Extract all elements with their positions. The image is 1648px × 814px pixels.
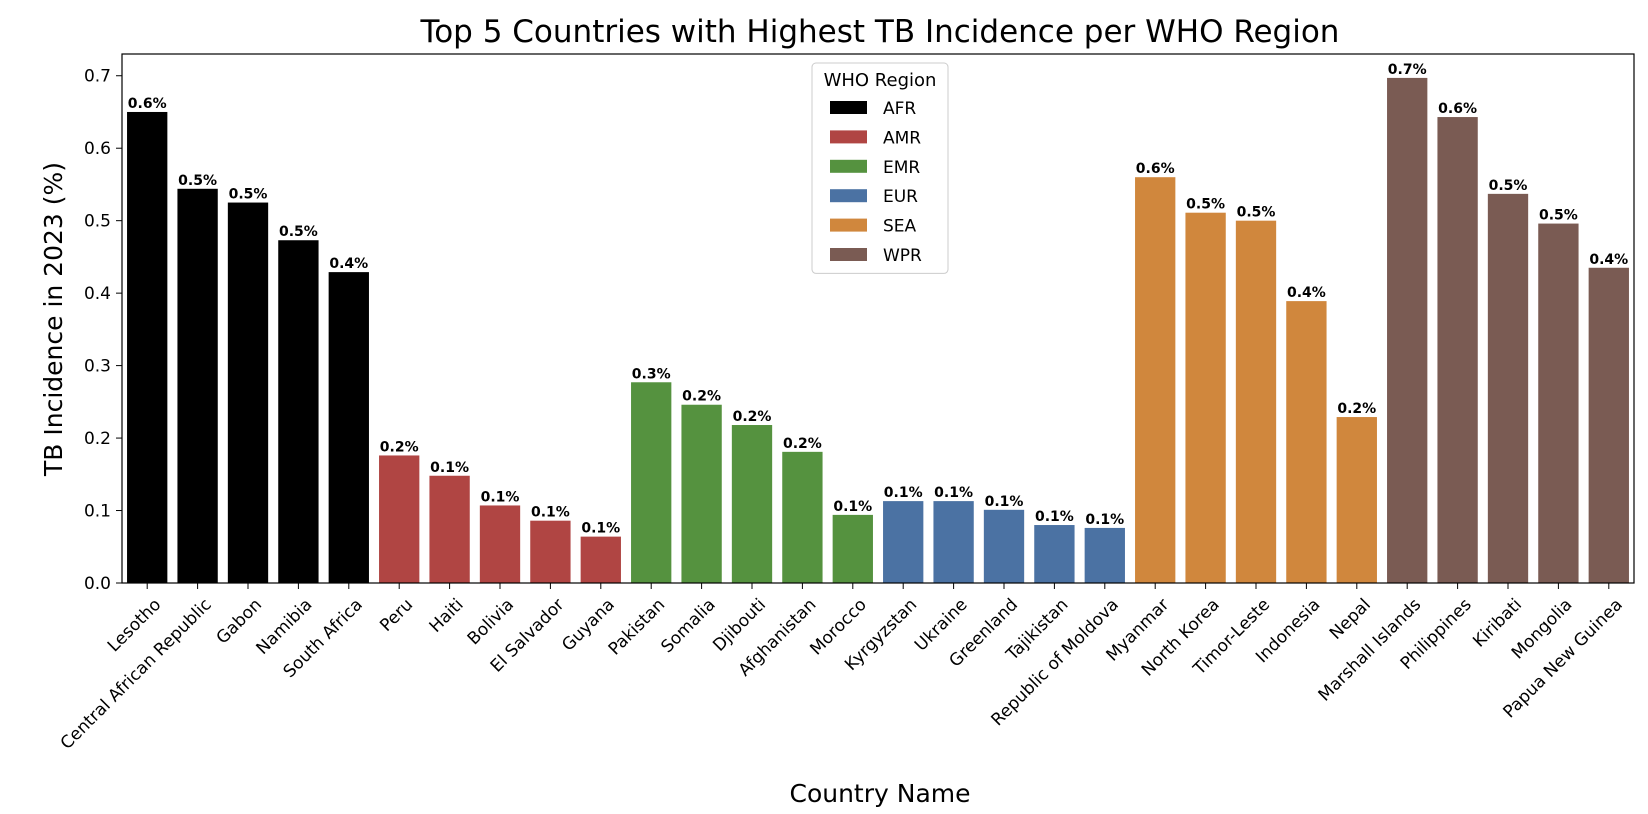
- bar-data-label: 0.1%: [833, 499, 872, 515]
- bar-data-label: 0.2%: [1337, 401, 1376, 417]
- bar: [1538, 223, 1579, 583]
- bar: [177, 188, 218, 584]
- bar: [631, 382, 672, 583]
- bar-data-label: 0.1%: [581, 521, 620, 537]
- bar-data-label: 0.3%: [632, 366, 671, 382]
- bar: [429, 475, 470, 583]
- bar: [1135, 177, 1176, 583]
- bar-data-label: 0.5%: [1186, 197, 1225, 213]
- chart-title: Top 5 Countries with Highest TB Incidenc…: [420, 14, 1340, 50]
- bar: [278, 240, 319, 584]
- bar: [933, 501, 974, 583]
- bar-data-label: 0.6%: [128, 96, 167, 112]
- bar: [328, 272, 369, 583]
- legend-swatch: [830, 101, 867, 114]
- bar: [1437, 117, 1478, 584]
- bar: [832, 514, 873, 583]
- bar-data-label: 0.2%: [682, 389, 721, 405]
- legend-swatch: [830, 248, 867, 261]
- bar-data-label: 0.4%: [1287, 285, 1326, 301]
- bar-data-label: 0.1%: [1035, 509, 1074, 525]
- bar: [479, 505, 521, 583]
- bar-data-label: 0.1%: [430, 460, 469, 476]
- legend-entry-label: AMR: [883, 128, 921, 148]
- legend-title: WHO Region: [824, 70, 937, 91]
- x-tick-label: Peru: [376, 595, 417, 636]
- bar: [681, 404, 722, 583]
- bar-data-label: 0.5%: [1237, 205, 1276, 221]
- bar-data-label: 0.2%: [380, 439, 419, 455]
- bar-data-label: 0.5%: [229, 187, 268, 203]
- bar-data-label: 0.7%: [1388, 62, 1427, 78]
- legend-swatch: [830, 159, 867, 173]
- bar-data-label: 0.1%: [985, 494, 1024, 510]
- legend-swatch: [830, 189, 867, 203]
- bar: [227, 202, 269, 584]
- y-tick-label: 0.5: [84, 212, 111, 232]
- x-tick-label: Pakistan: [605, 595, 669, 659]
- x-tick-label: Somalia: [657, 595, 719, 657]
- bar: [1387, 77, 1428, 583]
- bar: [1185, 212, 1226, 583]
- y-axis-label: TB Incidence in 2023 (%): [39, 162, 68, 477]
- bar: [1487, 193, 1529, 584]
- y-tick-label: 0.0: [84, 574, 111, 594]
- legend: WHO Region AFR AMR EMR EUR SEA WPR: [811, 62, 949, 274]
- bar-data-label: 0.5%: [1489, 178, 1528, 194]
- bar: [1286, 301, 1327, 583]
- bar: [983, 509, 1025, 583]
- bar: [1588, 267, 1629, 583]
- bar: [782, 451, 823, 583]
- legend-swatch: [830, 130, 867, 144]
- legend-entry-label: SEA: [883, 217, 917, 237]
- y-tick-label: 0.7: [84, 67, 111, 87]
- y-tick-label: 0.6: [84, 139, 111, 159]
- y-tick-label: 0.2: [84, 429, 111, 449]
- x-axis-label: Country Name: [789, 779, 970, 808]
- bar-data-label: 0.6%: [1438, 101, 1477, 117]
- bar: [883, 501, 924, 583]
- legend-entry-label: EMR: [883, 158, 920, 178]
- bar-data-label: 0.2%: [783, 436, 822, 452]
- bar-data-label: 0.1%: [934, 485, 973, 501]
- bars-layer: 0.6% 0.5% 0.5% 0.5% 0.4% 0.2% 0.1% 0.1% 0.1% 0.1%…: [127, 62, 1629, 584]
- legend-swatch: [830, 218, 867, 232]
- bar-data-label: 0.6%: [1136, 161, 1175, 177]
- bar-data-label: 0.4%: [1589, 252, 1628, 268]
- y-tick-label: 0.3: [84, 357, 111, 377]
- bar: [530, 520, 571, 583]
- bar: [379, 455, 420, 583]
- y-tick-label: 0.1: [84, 502, 111, 522]
- bar-data-label: 0.4%: [329, 256, 368, 272]
- legend-entry-label: WPR: [883, 246, 922, 266]
- bar: [1034, 525, 1075, 583]
- bar: [127, 111, 168, 583]
- bar-data-label: 0.1%: [884, 485, 923, 501]
- x-tick-label: Nepal: [1326, 595, 1375, 644]
- y-tick-label: 0.4: [84, 284, 111, 304]
- bar-data-label: 0.5%: [279, 224, 318, 240]
- bar-data-label: 0.1%: [1085, 512, 1124, 528]
- bar-data-label: 0.1%: [531, 505, 570, 521]
- bar: [1336, 417, 1377, 583]
- bar: [731, 425, 773, 583]
- bar: [580, 536, 621, 583]
- bar-data-label: 0.5%: [1539, 208, 1578, 224]
- bar: [1084, 527, 1125, 583]
- legend-entry-label: AFR: [883, 99, 916, 119]
- bar: [1235, 220, 1277, 584]
- plot-frame: [121, 53, 1635, 584]
- bar-data-label: 0.5%: [178, 173, 217, 189]
- bar-data-label: 0.1%: [481, 489, 520, 505]
- x-tick-label: Haiti: [426, 595, 468, 637]
- legend-entry-label: EUR: [883, 187, 918, 207]
- bar-data-label: 0.2%: [733, 409, 772, 425]
